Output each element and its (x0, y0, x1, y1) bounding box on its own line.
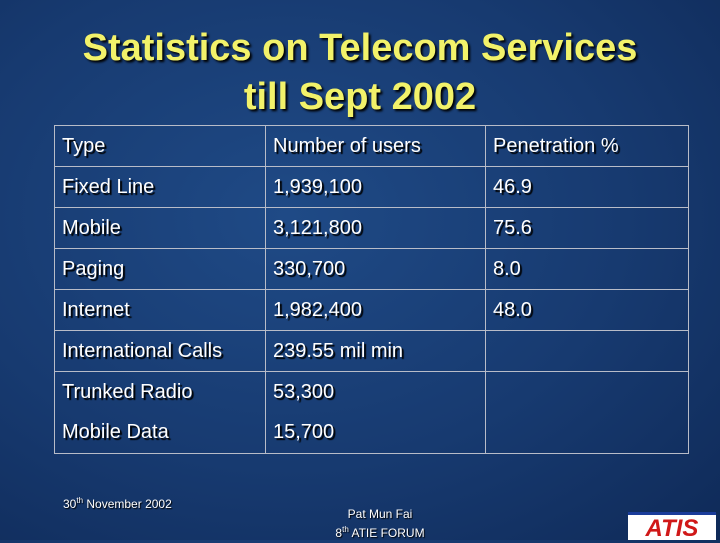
date-suffix: th (76, 496, 84, 505)
table-cell: Mobile (54, 207, 266, 249)
presenter-name: Pat Mun Fai (347, 507, 413, 521)
table-row: Internet 1,982,400 48.0 (54, 289, 689, 331)
table-cell: Mobile Data (54, 412, 266, 454)
table-row: International Calls 239.55 mil min (54, 330, 689, 372)
presenter-event-line: 8th ATIE FORUM (300, 522, 460, 541)
table-cell: Type (54, 125, 266, 167)
table-cell: Fixed Line (54, 166, 266, 208)
table-cell: 1,982,400 (265, 289, 486, 331)
table-cell: 53,300 (265, 371, 486, 413)
event-name: ATIE FORUM (351, 526, 425, 540)
empty-cell (485, 330, 689, 372)
logo: ATIS (628, 512, 716, 542)
table-cell: Trunked Radio (54, 371, 266, 413)
table-cell: International Calls (54, 330, 266, 372)
event-suffix: th (342, 525, 349, 534)
title-line: till Sept 2002 (243, 76, 477, 118)
table-cell: 239.55 mil min (265, 330, 486, 372)
header-row: Type Number of users Penetration % (54, 125, 689, 167)
slide-title: Statistics on Telecom Services till Sept… (0, 24, 720, 122)
table-row: Paging 330,700 8.0 (54, 248, 689, 290)
title-line: Statistics on Telecom Services (82, 27, 638, 69)
table-cell: Paging (54, 248, 266, 290)
table-cell: Penetration % (485, 125, 689, 167)
table-row: Fixed Line 1,939,100 46.9 (54, 166, 689, 208)
table-cell: 3,121,800 (265, 207, 486, 249)
stats-table: Type Number of users Penetration % Fixed Li… (54, 125, 689, 454)
table-cell: 75.6 (485, 207, 689, 249)
table-cell: 8.0 (485, 248, 689, 290)
footer-date: 30th November 2002 (63, 496, 172, 511)
empty-cell (485, 412, 689, 454)
empty-cell (485, 371, 689, 413)
table-row: Trunked Radio 53,300 (54, 371, 689, 413)
event-number: 8 (335, 526, 343, 540)
table-cell: Internet (54, 289, 266, 331)
date-day: 30 (63, 497, 77, 511)
date-rest: November 2002 (86, 497, 172, 511)
table-cell: Number of users (265, 125, 486, 167)
footer-presenter: Pat Mun Fai 8th ATIE FORUM (300, 506, 460, 541)
table-row: Mobile 3,121,800 75.6 (54, 207, 689, 249)
table-cell: 330,700 (265, 248, 486, 290)
table-cell: 1,939,100 (265, 166, 486, 208)
table-cell: 46.9 (485, 166, 689, 208)
table-cell: 48.0 (485, 289, 689, 331)
table-row: Mobile Data 15,700 (54, 412, 689, 454)
table-cell: 15,700 (265, 412, 486, 454)
